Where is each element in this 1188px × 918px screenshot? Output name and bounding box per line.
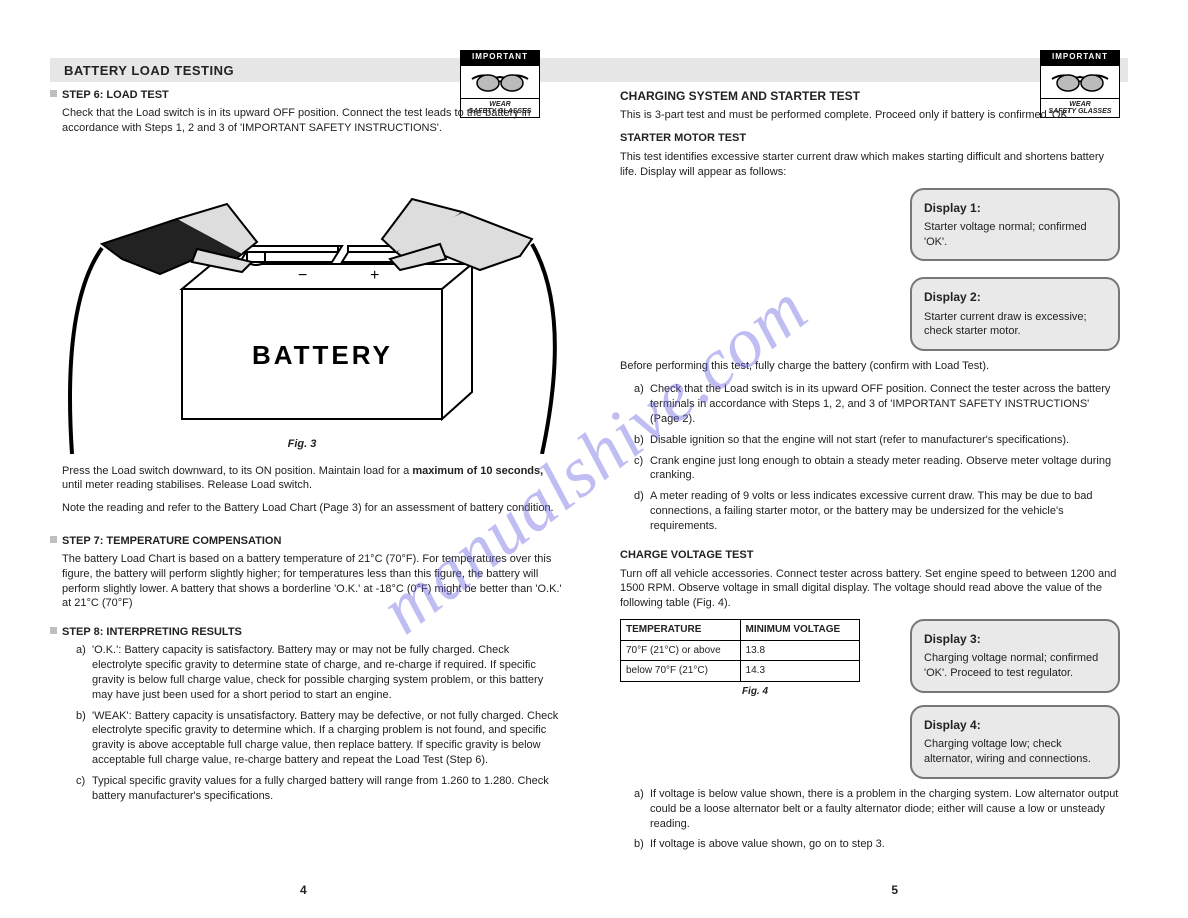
- display-box-2: Display 2: Starter current draw is exces…: [910, 277, 1120, 351]
- chargevolt-p1: Turn off all vehicle accessories. Connec…: [620, 567, 1120, 612]
- battery-figure: − + BATTERY Fig. 3: [42, 144, 562, 454]
- list-item: a)If voltage is below value shown, there…: [634, 787, 1120, 832]
- list-item: b)'WEAK': Battery capacity is unsatisfac…: [76, 709, 562, 768]
- charging-system-intro: This is 3-part test and must be performe…: [620, 108, 1120, 123]
- list-item: c)Typical specific gravity values for a …: [76, 774, 562, 804]
- right-column: CHARGING SYSTEM AND STARTER TEST This is…: [620, 88, 1120, 858]
- starter-test-heading: STARTER MOTOR TEST: [620, 131, 1120, 146]
- bullet-icon: [50, 536, 57, 543]
- display-box-4: Display 4: Charging voltage low; check a…: [910, 705, 1120, 779]
- step6-p1: Check that the Load switch is in its upw…: [62, 106, 562, 136]
- table-row: 70°F (21°C) or above 13.8: [621, 640, 860, 661]
- header-bar: BATTERY LOAD TESTING: [50, 58, 1128, 82]
- step8-heading: STEP 8: INTERPRETING RESULTS: [62, 625, 562, 640]
- left-column: STEP 6: LOAD TEST Check that the Load sw…: [62, 88, 562, 810]
- starter-intro: Before performing this test, fully charg…: [620, 359, 1120, 374]
- page-number-right: 5: [891, 882, 898, 898]
- display-box-3: Display 3: Charging voltage normal; conf…: [910, 619, 1120, 693]
- step8-list: a)'O.K.': Battery capacity is satisfacto…: [76, 643, 562, 803]
- display-box-1: Display 1: Starter voltage normal; confi…: [910, 188, 1120, 262]
- chargevolt-heading: CHARGE VOLTAGE TEST: [620, 548, 1120, 563]
- voltage-table: TEMPERATURE MINIMUM VOLTAGE 70°F (21°C) …: [620, 619, 890, 698]
- charging-system-title: CHARGING SYSTEM AND STARTER TEST: [620, 88, 1120, 104]
- badge-important-label: IMPORTANT: [1040, 50, 1120, 65]
- svg-text:BATTERY: BATTERY: [252, 340, 393, 370]
- list-item: a)Check that the Load switch is in its u…: [634, 382, 1120, 427]
- list-item: c)Crank engine just long enough to obtai…: [634, 454, 1120, 484]
- step6-p3: Note the reading and refer to the Batter…: [62, 501, 562, 516]
- bullet-icon: [50, 90, 57, 97]
- step7-heading: STEP 7: TEMPERATURE COMPENSATION: [62, 534, 562, 549]
- step6-p2: Press the Load switch downward, to its O…: [62, 464, 562, 494]
- svg-text:+: +: [370, 267, 379, 284]
- header-title: BATTERY LOAD TESTING: [64, 62, 234, 80]
- fig3-caption: Fig. 3: [288, 437, 317, 452]
- bullet-icon: [50, 627, 57, 634]
- table-row: below 70°F (21°C) 14.3: [621, 661, 860, 682]
- page-number-left: 4: [300, 882, 307, 898]
- step7-p1: The battery Load Chart is based on a bat…: [62, 552, 562, 611]
- badge-important-label: IMPORTANT: [460, 50, 540, 65]
- chargevolt-list: a)If voltage is below value shown, there…: [634, 787, 1120, 852]
- svg-text:−: −: [298, 267, 307, 284]
- starter-test-p1: This test identifies excessive starter c…: [620, 150, 1120, 180]
- step6-heading: STEP 6: LOAD TEST: [62, 88, 562, 103]
- starter-list: a)Check that the Load switch is in its u…: [634, 382, 1120, 534]
- list-item: b)Disable ignition so that the engine wi…: [634, 433, 1120, 448]
- list-item: a)'O.K.': Battery capacity is satisfacto…: [76, 643, 562, 702]
- list-item: d)A meter reading of 9 volts or less ind…: [634, 489, 1120, 534]
- list-item: b)If voltage is above value shown, go on…: [634, 837, 1120, 852]
- fig4-caption: Fig. 4: [620, 685, 890, 699]
